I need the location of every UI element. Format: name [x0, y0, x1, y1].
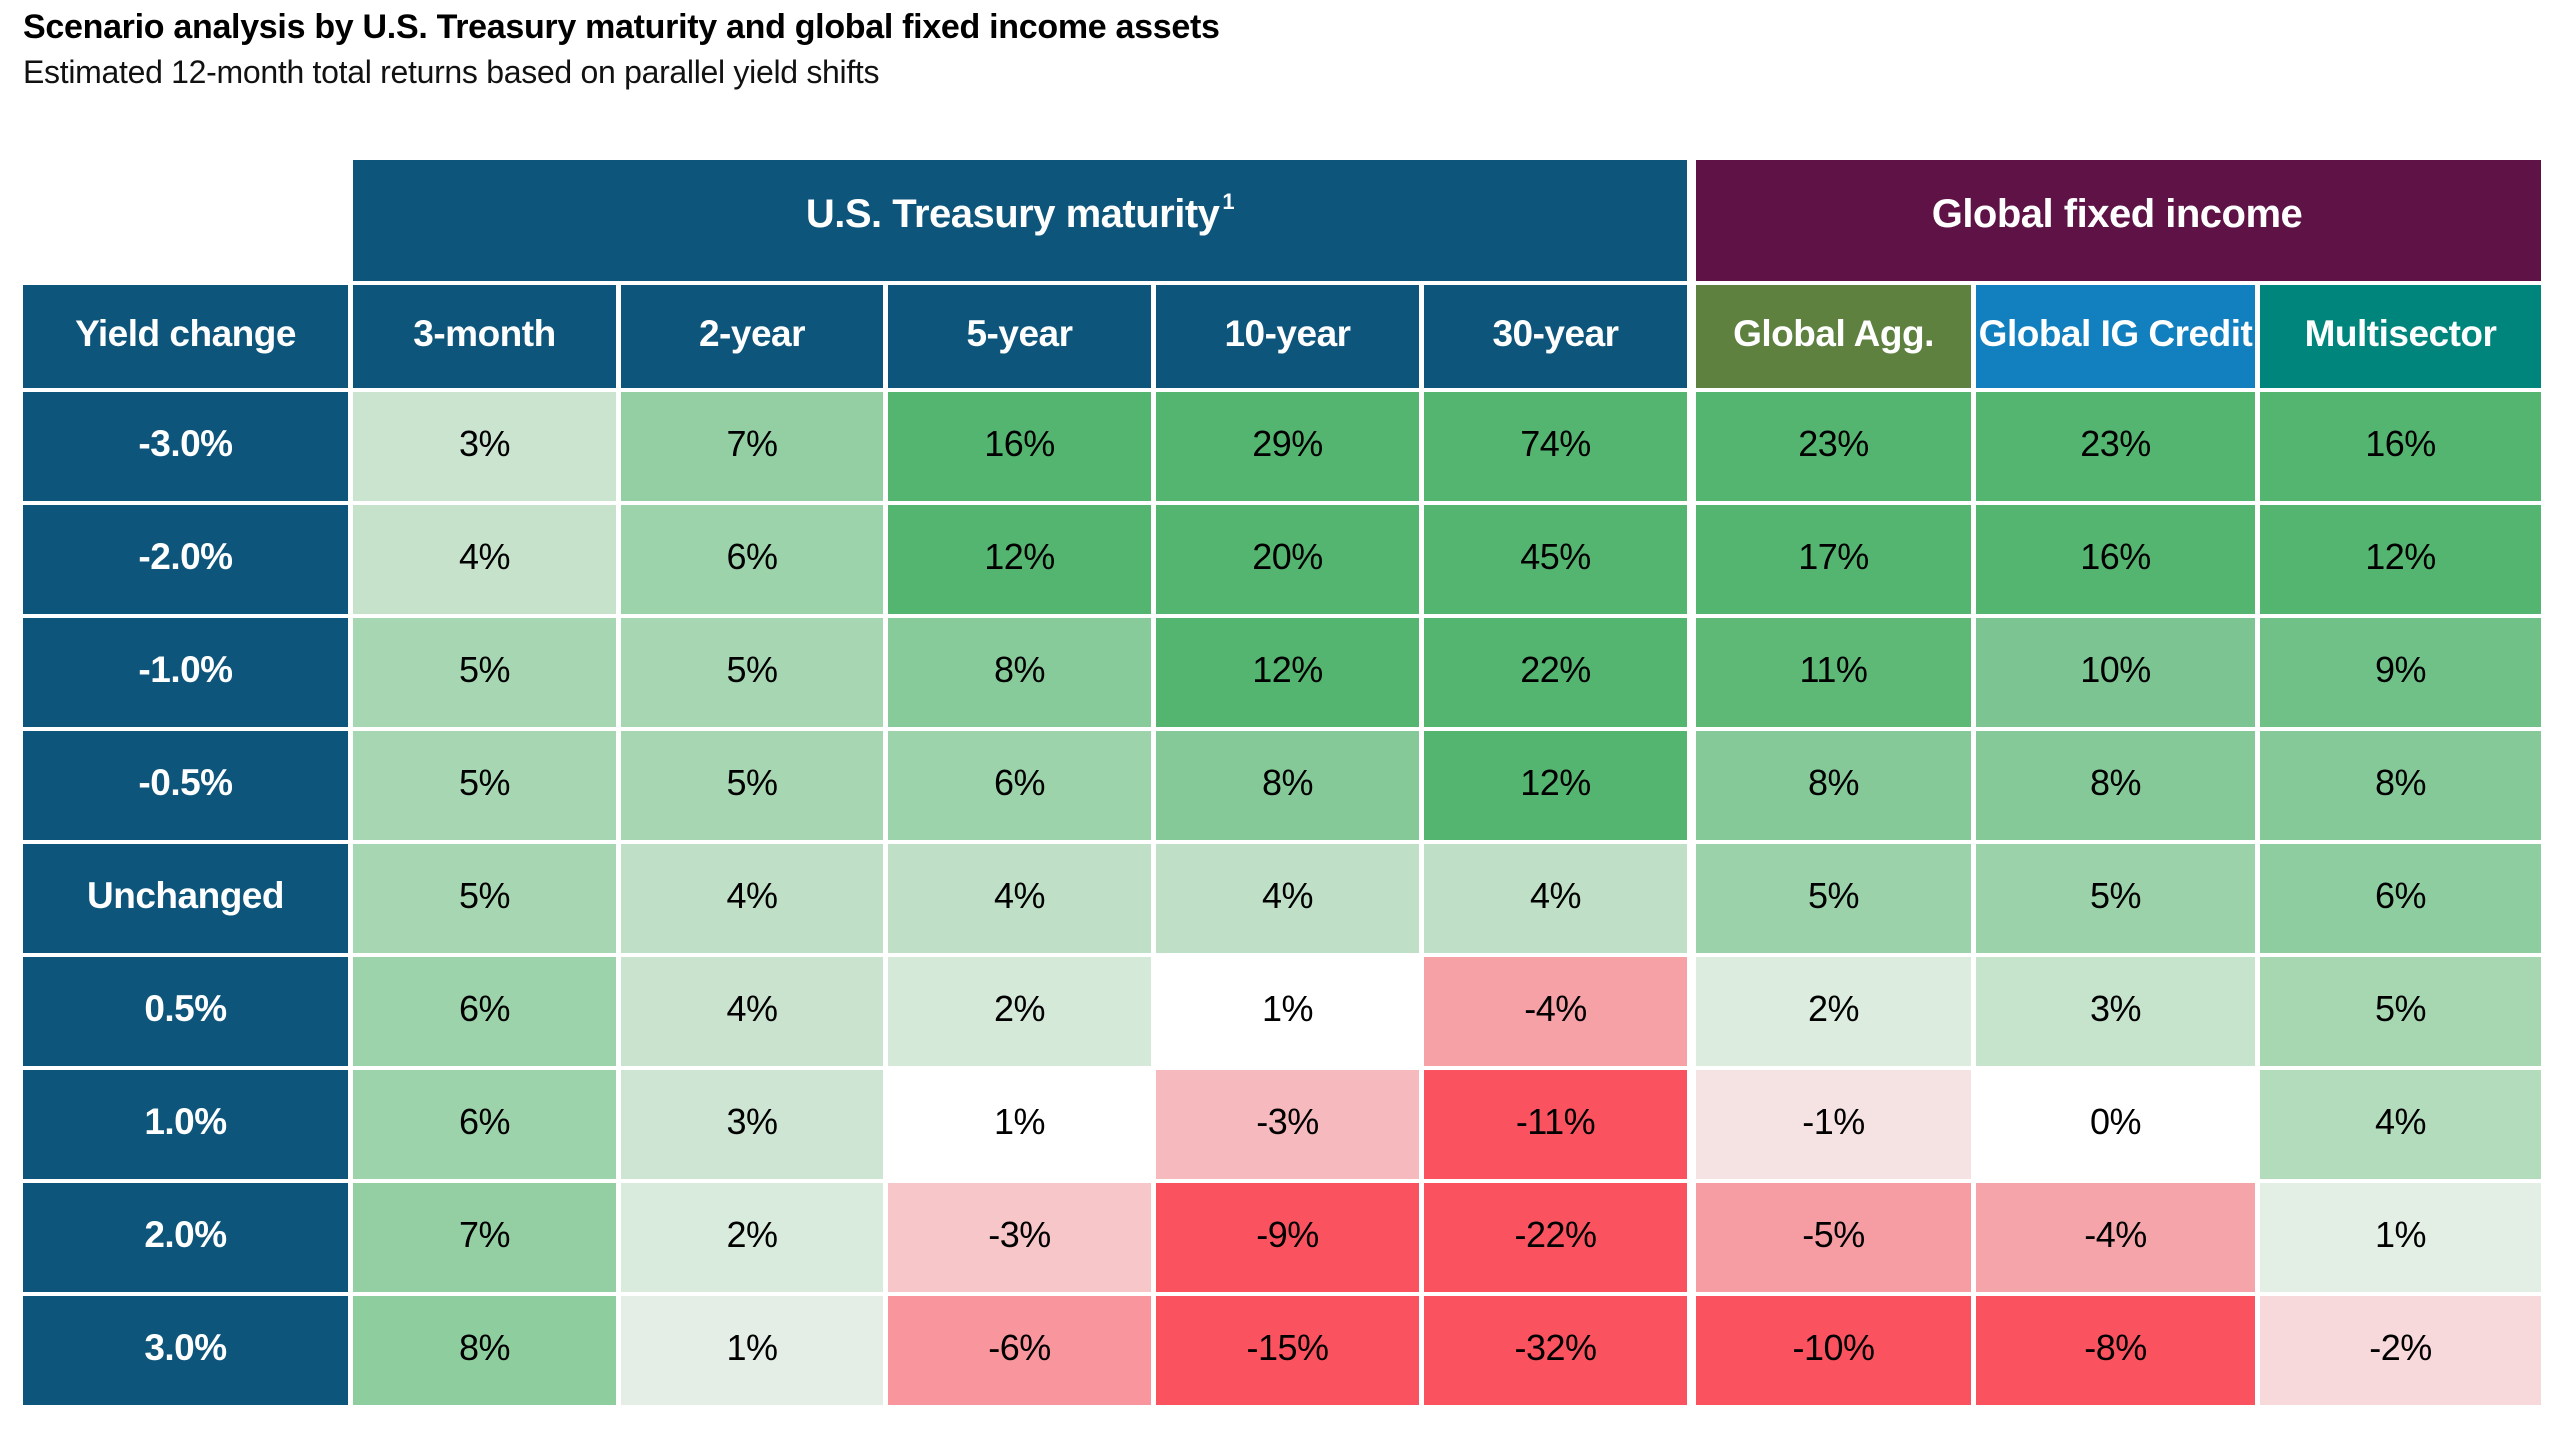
heatmap-cell: 1% — [1156, 957, 1419, 1066]
row-label-0-5: 0.5% — [23, 957, 348, 1066]
row-label-1-0: 1.0% — [23, 1070, 348, 1179]
heatmap-cell: 8% — [2260, 731, 2541, 840]
heatmap-cell: 8% — [888, 618, 1151, 727]
heatmap-cell: 8% — [1976, 731, 2255, 840]
heatmap-cell: -1% — [1692, 1070, 1971, 1179]
scenario-analysis-table: U.S. Treasury maturity 1 Global fixed inco… — [23, 160, 2541, 1405]
heatmap-cell: 5% — [2260, 957, 2541, 1066]
column-header-multisector: Multisector — [2260, 285, 2541, 388]
heatmap-cell: -22% — [1424, 1183, 1687, 1292]
row-label-3-0: 3.0% — [23, 1296, 348, 1405]
column-header-global-agg: Global Agg. — [1692, 285, 1971, 388]
heatmap-cell: 1% — [2260, 1183, 2541, 1292]
heatmap-cell: -11% — [1424, 1070, 1687, 1179]
heatmap-cell: 8% — [1156, 731, 1419, 840]
row-label-2-0: -2.0% — [23, 505, 348, 614]
heatmap-cell: 12% — [2260, 505, 2541, 614]
row-label-unchanged: Unchanged — [23, 844, 348, 953]
group-header-label: Global fixed income — [1931, 192, 2303, 236]
heatmap-cell: 6% — [621, 505, 883, 614]
heatmap-cell: 5% — [621, 731, 883, 840]
heatmap-cell: 6% — [2260, 844, 2541, 953]
heatmap-cell: 2% — [888, 957, 1151, 1066]
heatmap-cell: 22% — [1424, 618, 1687, 727]
heatmap-cell: 4% — [621, 844, 883, 953]
heatmap-cell: 9% — [2260, 618, 2541, 727]
heatmap-cell: 5% — [1976, 844, 2255, 953]
heatmap-cell: -9% — [1156, 1183, 1419, 1292]
heatmap-cell: 16% — [2260, 392, 2541, 501]
heatmap-cell: -3% — [888, 1183, 1151, 1292]
heatmap-cell: 6% — [353, 1070, 616, 1179]
heatmap-cell: 6% — [353, 957, 616, 1066]
heatmap-cell: 16% — [1976, 505, 2255, 614]
heatmap-cell: 5% — [353, 731, 616, 840]
row-label-0-5: -0.5% — [23, 731, 348, 840]
heatmap-cell: 4% — [1424, 844, 1687, 953]
heatmap-cell: 12% — [888, 505, 1151, 614]
heatmap-cell: -10% — [1692, 1296, 1971, 1405]
page-subtitle: Estimated 12-month total returns based o… — [23, 54, 880, 90]
heatmap-cell: 29% — [1156, 392, 1419, 501]
corner-spacer — [23, 160, 348, 281]
row-label-1-0: -1.0% — [23, 618, 348, 727]
heatmap-cell: -5% — [1692, 1183, 1971, 1292]
heatmap-cell: 5% — [621, 618, 883, 727]
heatmap-cell: 5% — [1692, 844, 1971, 953]
heatmap-cell: 7% — [621, 392, 883, 501]
row-label-2-0: 2.0% — [23, 1183, 348, 1292]
column-header-3-month: 3-month — [353, 285, 616, 388]
heatmap-cell: 0% — [1976, 1070, 2255, 1179]
heatmap-cell: 11% — [1692, 618, 1971, 727]
heatmap-cell: 1% — [888, 1070, 1151, 1179]
heatmap-cell: 4% — [353, 505, 616, 614]
heatmap-cell: -15% — [1156, 1296, 1419, 1405]
heatmap-cell: 3% — [1976, 957, 2255, 1066]
page-title: Scenario analysis by U.S. Treasury matur… — [23, 8, 1220, 46]
heatmap-cell: 2% — [1692, 957, 1971, 1066]
heatmap-cell: -2% — [2260, 1296, 2541, 1405]
column-header-30-year: 30-year — [1424, 285, 1687, 388]
column-header-global-ig-credit: Global IG Credit — [1976, 285, 2255, 388]
heatmap-cell: 7% — [353, 1183, 616, 1292]
heatmap-cell: 2% — [621, 1183, 883, 1292]
column-header-10-year: 10-year — [1156, 285, 1419, 388]
heatmap-cell: -4% — [1424, 957, 1687, 1066]
heatmap-cell: -8% — [1976, 1296, 2255, 1405]
heatmap-cell: 17% — [1692, 505, 1971, 614]
column-header-2-year: 2-year — [621, 285, 883, 388]
heatmap-cell: 3% — [621, 1070, 883, 1179]
heatmap-cell: 12% — [1424, 731, 1687, 840]
heatmap-cell: 74% — [1424, 392, 1687, 501]
heatmap-cell: 4% — [621, 957, 883, 1066]
heatmap-cell: 6% — [888, 731, 1151, 840]
heatmap-cell: 20% — [1156, 505, 1419, 614]
heatmap-cell: 10% — [1976, 618, 2255, 727]
row-label-3-0: -3.0% — [23, 392, 348, 501]
heatmap-cell: 8% — [353, 1296, 616, 1405]
heatmap-cell: -32% — [1424, 1296, 1687, 1405]
heatmap-cell: 8% — [1692, 731, 1971, 840]
group-header-treasury: U.S. Treasury maturity 1 — [353, 160, 1687, 281]
heatmap-cell: 16% — [888, 392, 1151, 501]
heatmap-cell: 23% — [1692, 392, 1971, 501]
group-header-global: Global fixed income — [1692, 160, 2541, 281]
heatmap-cell: 45% — [1424, 505, 1687, 614]
heatmap-cell: 5% — [353, 618, 616, 727]
heatmap-cell: 12% — [1156, 618, 1419, 727]
column-header-yield-change: Yield change — [23, 285, 348, 388]
heatmap-cell: -4% — [1976, 1183, 2255, 1292]
heatmap-cell: 4% — [888, 844, 1151, 953]
heatmap-cell: 3% — [353, 392, 616, 501]
heatmap-cell: -6% — [888, 1296, 1151, 1405]
group-header-label: U.S. Treasury maturity — [805, 192, 1220, 236]
column-header-5-year: 5-year — [888, 285, 1151, 388]
heatmap-cell: 5% — [353, 844, 616, 953]
heatmap-cell: 1% — [621, 1296, 883, 1405]
heatmap-cell: 4% — [2260, 1070, 2541, 1179]
heatmap-cell: -3% — [1156, 1070, 1419, 1179]
heatmap-cell: 4% — [1156, 844, 1419, 953]
heatmap-cell: 23% — [1976, 392, 2255, 501]
